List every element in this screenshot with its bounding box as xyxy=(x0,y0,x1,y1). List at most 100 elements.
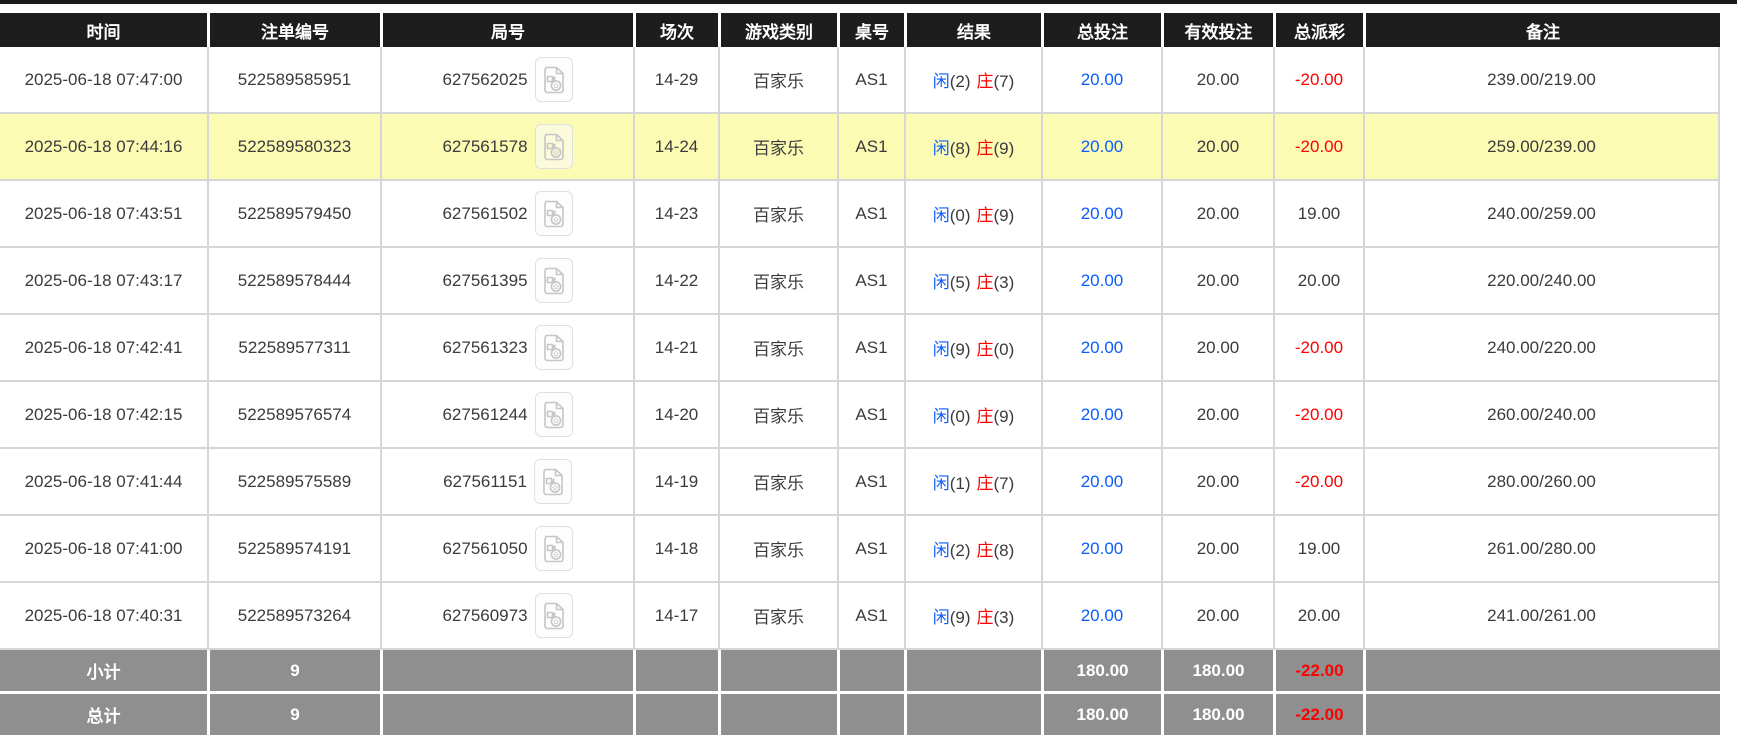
player-result-value: (9) xyxy=(949,608,971,627)
summary-count: 9 xyxy=(207,650,380,694)
result-cell: 闲(1) 庄(7) xyxy=(904,449,1041,516)
film-file-icon xyxy=(543,468,563,495)
time-cell: 2025-06-18 07:43:17 xyxy=(0,248,207,315)
table-no-cell: AS1 xyxy=(837,181,904,248)
total-bet-cell: 20.00 xyxy=(1041,181,1161,248)
col-header-result: 结果 xyxy=(904,13,1041,47)
total-bet-link[interactable]: 20.00 xyxy=(1080,337,1124,357)
table-no-cell: AS1 xyxy=(837,114,904,181)
total-bet-cell: 20.00 xyxy=(1041,516,1161,583)
total-bet-link[interactable]: 20.00 xyxy=(1080,270,1124,290)
player-result-value: (5) xyxy=(949,273,971,292)
banker-result-value: (8) xyxy=(993,541,1015,560)
summary-valid-bet: 180.00 xyxy=(1161,694,1273,735)
summary-total-bet: 180.00 xyxy=(1041,650,1161,694)
time-cell: 2025-06-18 07:41:00 xyxy=(0,516,207,583)
total-bet-link[interactable]: 20.00 xyxy=(1080,404,1124,424)
summary-total-bet: 180.00 xyxy=(1041,694,1161,735)
banker-result-label: 庄 xyxy=(976,541,994,560)
round-cell: 627562025 xyxy=(380,47,633,114)
banker-result-label: 庄 xyxy=(976,407,994,426)
col-header-time: 时间 xyxy=(0,13,207,47)
banker-result-label: 庄 xyxy=(976,474,994,493)
payout-cell: -20.00 xyxy=(1273,315,1363,382)
time-cell: 2025-06-18 07:44:16 xyxy=(0,114,207,181)
video-replay-button[interactable] xyxy=(533,459,572,504)
top-divider-strip xyxy=(0,0,1737,4)
banker-result-label: 庄 xyxy=(976,608,994,627)
player-result-value: (9) xyxy=(949,340,971,359)
round-id: 627561502 xyxy=(442,203,528,223)
player-result-value: (2) xyxy=(949,541,971,560)
player-result-value: (2) xyxy=(949,72,971,91)
result-cell: 闲(9) 庄(0) xyxy=(904,315,1041,382)
payout-cell: -20.00 xyxy=(1273,449,1363,516)
total-bet-link[interactable]: 20.00 xyxy=(1080,471,1124,491)
remark-cell: 240.00/259.00 xyxy=(1363,181,1720,248)
video-replay-button[interactable] xyxy=(534,57,573,102)
result-cell: 闲(0) 庄(9) xyxy=(904,382,1041,449)
table-row: 2025-06-18 07:44:16 522589580323 6275615… xyxy=(0,114,1720,181)
valid-bet-cell: 20.00 xyxy=(1161,47,1273,114)
round-cell: 627560973 xyxy=(380,583,633,650)
bet-id-cell: 522589580323 xyxy=(207,114,380,181)
film-file-icon xyxy=(543,66,564,93)
summary-payout-cell: -22.00 xyxy=(1273,694,1363,735)
total-bet-link[interactable]: 20.00 xyxy=(1080,605,1124,625)
total-bet-cell: 20.00 xyxy=(1041,47,1161,114)
remark-cell: 241.00/261.00 xyxy=(1363,583,1720,650)
table-no-cell: AS1 xyxy=(837,516,904,583)
table-row: 2025-06-18 07:41:00 522589574191 6275610… xyxy=(0,516,1720,583)
banker-result-label: 庄 xyxy=(976,139,994,158)
video-replay-button[interactable] xyxy=(534,258,573,303)
banker-result-value: (3) xyxy=(993,608,1015,627)
time-cell: 2025-06-18 07:42:15 xyxy=(0,382,207,449)
video-replay-button[interactable] xyxy=(534,593,573,638)
round-id: 627561151 xyxy=(443,471,527,491)
payout-cell: -20.00 xyxy=(1273,114,1363,181)
valid-bet-cell: 20.00 xyxy=(1161,315,1273,382)
total-bet-link[interactable]: 20.00 xyxy=(1080,203,1124,223)
result-cell: 闲(9) 庄(3) xyxy=(904,583,1041,650)
banker-result-value: (3) xyxy=(993,273,1015,292)
video-replay-button[interactable] xyxy=(534,392,573,437)
result-cell: 闲(8) 庄(9) xyxy=(904,114,1041,181)
col-header-table-no: 桌号 xyxy=(837,13,904,47)
banker-result-value: (7) xyxy=(993,474,1015,493)
total-bet-cell: 20.00 xyxy=(1041,449,1161,516)
game-type-cell: 百家乐 xyxy=(718,449,837,516)
table-no-cell: AS1 xyxy=(837,583,904,650)
video-replay-button[interactable] xyxy=(534,191,573,236)
payout-cell: 20.00 xyxy=(1273,583,1363,650)
game-type-cell: 百家乐 xyxy=(718,583,837,650)
col-header-round-id: 局号 xyxy=(380,13,633,47)
bet-id-cell: 522589574191 xyxy=(207,516,380,583)
valid-bet-cell: 20.00 xyxy=(1161,516,1273,583)
result-cell: 闲(5) 庄(3) xyxy=(904,248,1041,315)
film-file-icon xyxy=(543,334,564,361)
round-id: 627561395 xyxy=(442,270,528,290)
time-cell: 2025-06-18 07:43:51 xyxy=(0,181,207,248)
game-type-cell: 百家乐 xyxy=(718,516,837,583)
total-bet-link[interactable]: 20.00 xyxy=(1080,136,1124,156)
video-replay-button[interactable] xyxy=(534,325,573,370)
player-result-value: (1) xyxy=(949,474,971,493)
session-cell: 14-21 xyxy=(633,315,718,382)
col-header-session: 场次 xyxy=(633,13,718,47)
table-no-cell: AS1 xyxy=(837,449,904,516)
time-cell: 2025-06-18 07:41:44 xyxy=(0,449,207,516)
total-bet-cell: 20.00 xyxy=(1041,114,1161,181)
table-row: 2025-06-18 07:42:15 522589576574 6275612… xyxy=(0,382,1720,449)
video-replay-button[interactable] xyxy=(534,526,573,571)
session-cell: 14-24 xyxy=(633,114,718,181)
player-result-value: (0) xyxy=(949,206,971,225)
video-replay-button[interactable] xyxy=(534,124,573,169)
game-type-cell: 百家乐 xyxy=(718,248,837,315)
total-bet-link[interactable]: 20.00 xyxy=(1080,538,1124,558)
table-no-cell: AS1 xyxy=(837,248,904,315)
player-result-value: (8) xyxy=(949,139,971,158)
total-bet-cell: 20.00 xyxy=(1041,248,1161,315)
col-header-remark: 备注 xyxy=(1363,13,1720,47)
session-cell: 14-18 xyxy=(633,516,718,583)
total-bet-link[interactable]: 20.00 xyxy=(1080,69,1124,89)
